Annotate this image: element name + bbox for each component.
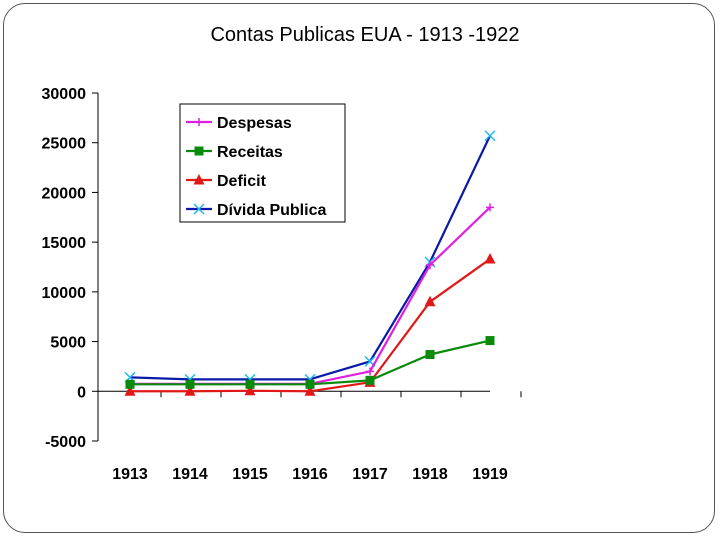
- data-point-plus: [366, 367, 374, 376]
- data-point-x: [484, 130, 496, 142]
- series-line: [130, 339, 491, 386]
- slide-frame: [3, 3, 715, 533]
- y-tick-label: 10000: [42, 285, 87, 302]
- data-point-square: [125, 379, 135, 389]
- x-tick-label: 1919: [472, 466, 508, 483]
- data-point-triangle: [124, 385, 136, 396]
- legend-box: [179, 103, 346, 223]
- series-receitas: [125, 336, 495, 389]
- data-point-triangle: [484, 253, 496, 264]
- data-point-square: [305, 379, 315, 389]
- legend-label: Dívida Publica: [217, 202, 326, 219]
- data-point-triangle: [304, 385, 316, 396]
- data-point-plus: [195, 118, 203, 126]
- y-tick-label: 0: [77, 384, 86, 401]
- legend-label: Despesas: [217, 115, 292, 132]
- data-point-square: [425, 349, 435, 359]
- x-tick-label: 1914: [172, 466, 208, 483]
- y-tick-label: -5000: [45, 434, 86, 451]
- legend-label: Receitas: [217, 144, 283, 161]
- data-point-plus: [486, 203, 494, 212]
- x-tick-label: 1918: [412, 466, 448, 483]
- x-tick-label: 1915: [232, 466, 268, 483]
- y-tick-label: 25000: [42, 136, 87, 153]
- data-point-triangle: [424, 295, 436, 307]
- legend-item: Receitas: [186, 144, 283, 161]
- series-line: [130, 206, 491, 385]
- data-point-triangle: [193, 174, 205, 185]
- data-point-triangle: [184, 385, 196, 396]
- y-tick-label: 20000: [42, 185, 87, 202]
- legend-item: Dívida Publica: [186, 202, 326, 219]
- y-tick-label: 5000: [50, 335, 86, 352]
- data-point-square: [194, 146, 204, 156]
- series-line: [130, 258, 491, 393]
- legend: Despesas Receitas Deficit Dívida Publica: [179, 103, 346, 223]
- data-point-square: [485, 336, 495, 346]
- legend-label: Deficit: [217, 173, 267, 190]
- data-point-square: [185, 379, 195, 389]
- x-tick-label: 1916: [292, 466, 328, 483]
- data-point-square: [365, 375, 375, 385]
- x-tick-label: 1913: [112, 466, 148, 483]
- data-point-square: [245, 379, 255, 389]
- legend-item: Deficit: [186, 173, 267, 190]
- y-tick-label: 30000: [42, 86, 87, 103]
- data-point-plus: [426, 261, 434, 270]
- series-deficit: [124, 253, 496, 396]
- series-layer: [124, 130, 496, 396]
- chart-title: Contas Publicas EUA - 1913 -1922: [210, 24, 520, 46]
- y-tick-label: 15000: [42, 235, 87, 252]
- data-point-x: [193, 203, 205, 215]
- legend-item: Despesas: [186, 115, 292, 132]
- data-point-triangle: [244, 384, 256, 396]
- x-tick-label: 1917: [352, 466, 388, 483]
